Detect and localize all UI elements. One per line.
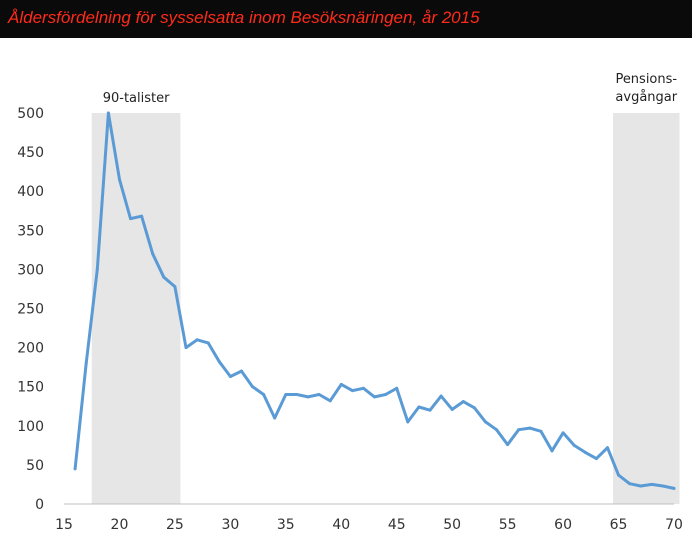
x-tick-label: 15 xyxy=(55,517,73,533)
y-tick-label: 0 xyxy=(35,497,44,513)
data-point xyxy=(384,393,388,397)
data-point xyxy=(672,486,676,490)
data-point xyxy=(605,446,609,450)
data-point xyxy=(184,346,188,350)
data-point xyxy=(95,267,99,271)
data-point xyxy=(173,285,177,289)
data-point xyxy=(628,482,632,486)
series-layer xyxy=(73,111,676,490)
data-point xyxy=(617,473,621,477)
data-point xyxy=(461,400,465,404)
y-tick-label: 500 xyxy=(17,106,44,122)
data-point xyxy=(350,389,354,393)
data-point xyxy=(661,484,665,488)
shaded-band-0 xyxy=(91,113,181,504)
shaded-band-1 xyxy=(613,113,680,504)
data-point xyxy=(561,431,565,435)
title-bar: Åldersfördelning för sysselsatta inom Be… xyxy=(0,0,692,38)
band-label-1-line-0: Pensions- xyxy=(615,72,677,87)
data-point xyxy=(117,177,121,181)
chart-title: Åldersfördelning för sysselsatta inom Be… xyxy=(8,8,480,27)
x-tick-label: 50 xyxy=(443,517,461,533)
y-tick-label: 200 xyxy=(17,341,44,357)
data-point xyxy=(583,450,587,454)
y-tick-label: 50 xyxy=(26,458,44,474)
x-tick-label: 30 xyxy=(221,517,239,533)
data-point xyxy=(572,443,576,447)
data-point xyxy=(284,393,288,397)
tick-labels: 0 50 100 150 200 250 300 350 400 450 500 15 20 25 30 35… xyxy=(17,106,683,533)
data-point xyxy=(273,416,277,420)
data-point xyxy=(650,482,654,486)
data-point xyxy=(639,484,643,488)
x-tick-label: 35 xyxy=(277,517,295,533)
x-tick-label: 55 xyxy=(499,517,517,533)
data-point xyxy=(483,420,487,424)
data-point xyxy=(195,338,199,342)
data-point xyxy=(306,395,310,399)
x-tick-label: 20 xyxy=(111,517,129,533)
data-point xyxy=(317,393,321,397)
data-point xyxy=(450,407,454,411)
data-point xyxy=(417,405,421,409)
band-label-1-line-1: avgångar xyxy=(615,90,677,105)
shaded-bands xyxy=(91,113,680,504)
data-point xyxy=(84,361,88,365)
band-label-0: 90-talister xyxy=(103,91,170,106)
y-tick-label: 450 xyxy=(17,145,44,161)
data-point xyxy=(140,214,144,218)
data-point xyxy=(228,375,232,379)
x-tick-label: 70 xyxy=(665,517,683,533)
data-point xyxy=(339,382,343,386)
data-point xyxy=(395,386,399,390)
data-point xyxy=(295,393,299,397)
y-tick-label: 300 xyxy=(17,262,44,278)
data-point xyxy=(428,408,432,412)
y-tick-label: 350 xyxy=(17,223,44,239)
x-tick-label: 25 xyxy=(166,517,184,533)
x-tick-label: 45 xyxy=(388,517,406,533)
data-point xyxy=(472,406,476,410)
data-point xyxy=(262,393,266,397)
y-tick-label: 250 xyxy=(17,302,44,318)
data-point xyxy=(328,399,332,403)
data-point xyxy=(594,457,598,461)
y-tick-label: 150 xyxy=(17,380,44,396)
data-point xyxy=(361,386,365,390)
x-tick-label: 40 xyxy=(332,517,350,533)
data-point xyxy=(439,394,443,398)
x-tick-label: 65 xyxy=(610,517,628,533)
data-point xyxy=(373,395,377,399)
data-point xyxy=(550,449,554,453)
data-point xyxy=(506,443,510,447)
data-point xyxy=(517,428,521,432)
data-point xyxy=(106,111,110,115)
y-tick-label: 100 xyxy=(17,419,44,435)
x-tick-label: 60 xyxy=(554,517,572,533)
data-point xyxy=(239,369,243,373)
data-point xyxy=(251,385,255,389)
band-labels: 90-talister Pensions-avgångar xyxy=(103,72,678,106)
data-point xyxy=(539,429,543,433)
data-point xyxy=(151,252,155,256)
data-point xyxy=(217,360,221,364)
data-point xyxy=(528,426,532,430)
data-point xyxy=(206,341,210,345)
data-point xyxy=(495,428,499,432)
data-point xyxy=(73,467,77,471)
data-point xyxy=(406,420,410,424)
y-tick-label: 400 xyxy=(17,184,44,200)
data-point xyxy=(162,275,166,279)
data-point xyxy=(129,217,133,221)
